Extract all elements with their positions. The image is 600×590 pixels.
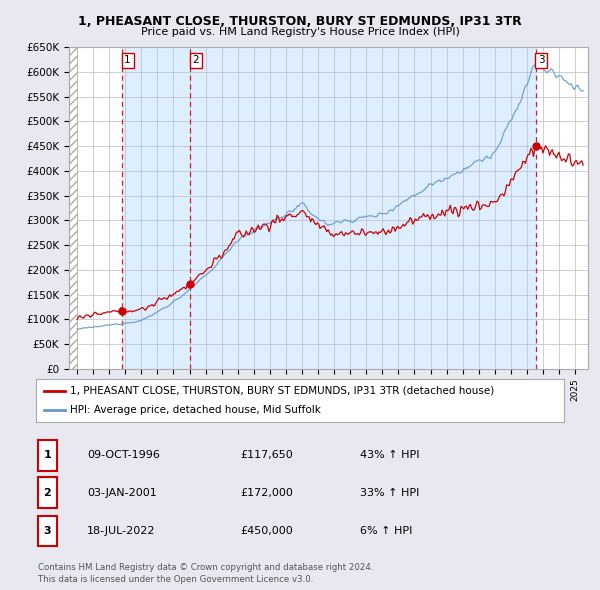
Text: 2: 2 — [193, 55, 199, 65]
Text: £450,000: £450,000 — [240, 526, 293, 536]
Text: 43% ↑ HPI: 43% ↑ HPI — [360, 451, 419, 460]
Text: 6% ↑ HPI: 6% ↑ HPI — [360, 526, 412, 536]
Text: 1, PHEASANT CLOSE, THURSTON, BURY ST EDMUNDS, IP31 3TR (detached house): 1, PHEASANT CLOSE, THURSTON, BURY ST EDM… — [70, 386, 494, 396]
Text: Contains HM Land Registry data © Crown copyright and database right 2024.: Contains HM Land Registry data © Crown c… — [38, 563, 373, 572]
Text: 03-JAN-2001: 03-JAN-2001 — [87, 488, 157, 497]
Text: Price paid vs. HM Land Registry's House Price Index (HPI): Price paid vs. HM Land Registry's House … — [140, 27, 460, 37]
Text: 3: 3 — [44, 526, 51, 536]
Text: 09-OCT-1996: 09-OCT-1996 — [87, 451, 160, 460]
Text: 1: 1 — [124, 55, 131, 65]
Text: £117,650: £117,650 — [240, 451, 293, 460]
Text: 33% ↑ HPI: 33% ↑ HPI — [360, 488, 419, 497]
Text: 1, PHEASANT CLOSE, THURSTON, BURY ST EDMUNDS, IP31 3TR: 1, PHEASANT CLOSE, THURSTON, BURY ST EDM… — [78, 15, 522, 28]
Text: 2: 2 — [44, 488, 51, 497]
Text: 3: 3 — [538, 55, 545, 65]
Text: £172,000: £172,000 — [240, 488, 293, 497]
Bar — [122, 47, 536, 369]
Text: 1: 1 — [44, 451, 51, 460]
Text: This data is licensed under the Open Government Licence v3.0.: This data is licensed under the Open Gov… — [38, 575, 313, 584]
Text: 18-JUL-2022: 18-JUL-2022 — [87, 526, 155, 536]
Bar — [69, 47, 77, 369]
Text: HPI: Average price, detached house, Mid Suffolk: HPI: Average price, detached house, Mid … — [70, 405, 321, 415]
